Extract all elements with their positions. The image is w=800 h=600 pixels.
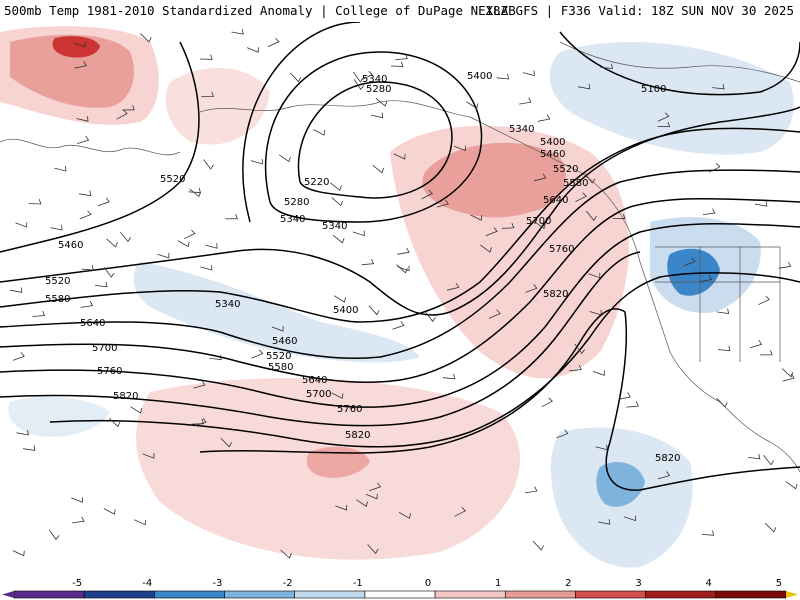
contour-label: 5100: [641, 84, 666, 95]
colorbar-tick-label: 3: [635, 578, 641, 589]
contour-label: 5760: [97, 366, 122, 377]
colorbar-tick-label: -1: [353, 578, 363, 589]
contour-label: 5220: [304, 177, 329, 188]
contour-label: 5820: [113, 391, 138, 402]
colorbar-swatch: [505, 591, 575, 598]
contour-label: 5640: [543, 195, 568, 206]
colorbar-max-arrow: [786, 591, 798, 598]
colorbar-tick-label: 4: [706, 578, 712, 589]
contour-label: 5400: [333, 305, 358, 316]
anomaly-map: 5100 5220 5280 5280 5340 5340 5340 5340 …: [0, 22, 800, 575]
contour-label: 5700: [306, 389, 331, 400]
colorbar-tick-label: -3: [212, 578, 222, 589]
contour-label: 5760: [337, 404, 362, 415]
colorbar-swatch: [646, 591, 716, 598]
colorbar-swatch: [716, 591, 786, 598]
colorbar-tick-label: 5: [776, 578, 782, 589]
contour-label: 5340: [362, 74, 387, 85]
colorbar-swatch: [225, 591, 295, 598]
colorbar-tick-label: 2: [565, 578, 571, 589]
colorbar-swatch: [295, 591, 365, 598]
contour-label: 5460: [540, 149, 565, 160]
colorbar-tick-label: 1: [495, 578, 501, 589]
model-run-info: 18Z GFS | F336 Valid: 18Z SUN NOV 30 202…: [485, 0, 794, 22]
contour-label: 5760: [549, 244, 574, 255]
contour-label: 5340: [215, 299, 240, 310]
contour-label: 5640: [80, 318, 105, 329]
anomaly-colorbar: -5 -4 -3 -2 -1 0 1 2 3 4 5: [0, 575, 800, 600]
contour-label: 5520: [160, 174, 185, 185]
colorbar-tick-label: -2: [283, 578, 293, 589]
colorbar-swatch: [435, 591, 505, 598]
contour-label: 5820: [655, 453, 680, 464]
map-title: 500mb Temp 1981-2010 Standardized Anomal…: [4, 0, 516, 22]
colorbar-min-arrow: [2, 591, 14, 598]
contour-label: 5700: [92, 343, 117, 354]
colorbar-tick-label: 0: [425, 578, 431, 589]
contour-label: 5460: [272, 336, 297, 347]
contour-label: 5580: [268, 362, 293, 373]
contour-label: 5340: [509, 124, 534, 135]
contour-label: 5580: [45, 294, 70, 305]
contour-label: 5520: [553, 164, 578, 175]
contour-label: 5340: [322, 221, 347, 232]
colorbar-swatch: [365, 591, 435, 598]
contour-label: 5640: [302, 375, 327, 386]
contour-label: 5700: [526, 216, 551, 227]
contour-label: 5280: [366, 84, 391, 95]
colorbar-swatch: [575, 591, 645, 598]
colorbar-tick-label: -5: [72, 578, 82, 589]
contour-label: 5820: [345, 430, 370, 441]
contour-label: 5280: [284, 197, 309, 208]
contour-label: 5820: [543, 289, 568, 300]
contour-label: 5400: [540, 137, 565, 148]
contour-label: 5400: [467, 71, 492, 82]
contour-label: 5580: [563, 178, 588, 189]
colorbar-tick-label: -4: [142, 578, 152, 589]
colorbar-swatch: [84, 591, 154, 598]
contour-label: 5520: [45, 276, 70, 287]
colorbar-swatch: [154, 591, 224, 598]
contour-label: 5460: [58, 240, 83, 251]
contour-label: 5520: [266, 351, 291, 362]
contour-label: 5340: [280, 214, 305, 225]
colorbar-swatch: [14, 591, 84, 598]
